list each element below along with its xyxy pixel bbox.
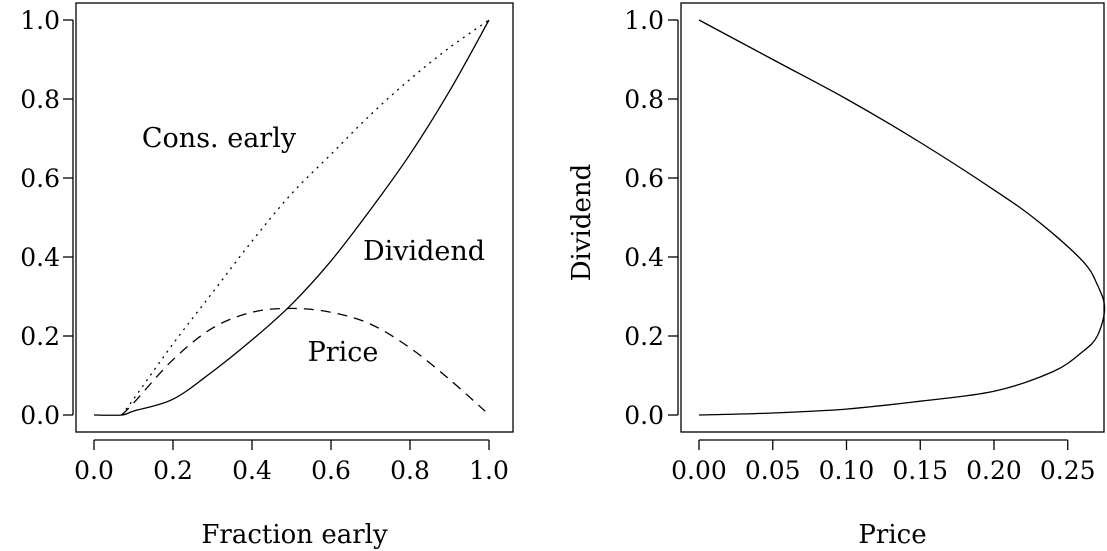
curve-annotation: Dividend (363, 236, 485, 267)
plot-frame (75, 2, 514, 433)
y-tick-label: 0.8 (20, 85, 60, 114)
series-line-curve-0 (698, 19, 1106, 416)
x-tick-label: 0.0 (74, 456, 114, 485)
curve-annotation: Cons. early (142, 123, 297, 154)
y-tick-label: 0.2 (624, 322, 664, 351)
y-axis-title: Dividend (567, 164, 597, 282)
x-tick-label: 0.6 (311, 456, 351, 485)
y-tick-label: 1.0 (20, 6, 60, 35)
y-tick-label: 0.8 (624, 85, 664, 114)
y-tick-label: 0.6 (20, 164, 60, 193)
series-line-dividend (93, 19, 490, 416)
y-tick-label: 1.0 (624, 6, 664, 35)
x-tick-label: 0.20 (966, 456, 1022, 485)
left-panel: 0.0 0.2 0.4 0.6 0.8 1.0 0.0 0.2 0.4 0.6 0.8 1.0 Frac… (20, 2, 514, 550)
x-tick-label: 0.00 (671, 456, 727, 485)
x-tick-label: 1.0 (469, 456, 509, 485)
x-axis-title: Price (858, 520, 926, 550)
plot-frame (680, 2, 1105, 433)
curve-annotation: Price (308, 337, 379, 368)
y-tick-label: 0.4 (624, 243, 664, 272)
y-tick-label: 0.6 (624, 164, 664, 193)
x-tick-label: 0.8 (390, 456, 430, 485)
x-tick-label: 0.15 (892, 456, 948, 485)
y-tick-label: 0.0 (624, 401, 664, 430)
y-tick-label: 0.4 (20, 243, 60, 272)
y-tick-label: 0.0 (20, 401, 60, 430)
series-line-cons-early (121, 19, 490, 416)
x-axis-title: Fraction early (201, 520, 388, 550)
x-tick-label: 0.2 (153, 456, 193, 485)
x-tick-label: 0.25 (1040, 456, 1096, 485)
right-panel: 0.00 0.05 0.10 0.15 0.20 0.25 0.0 0.2 0.4 0.6 0.8 1… (567, 2, 1106, 550)
series-line-price (121, 307, 486, 416)
y-tick-label: 0.2 (20, 322, 60, 351)
x-tick-label: 0.10 (819, 456, 875, 485)
x-tick-label: 0.05 (745, 456, 801, 485)
x-tick-label: 0.4 (232, 456, 272, 485)
